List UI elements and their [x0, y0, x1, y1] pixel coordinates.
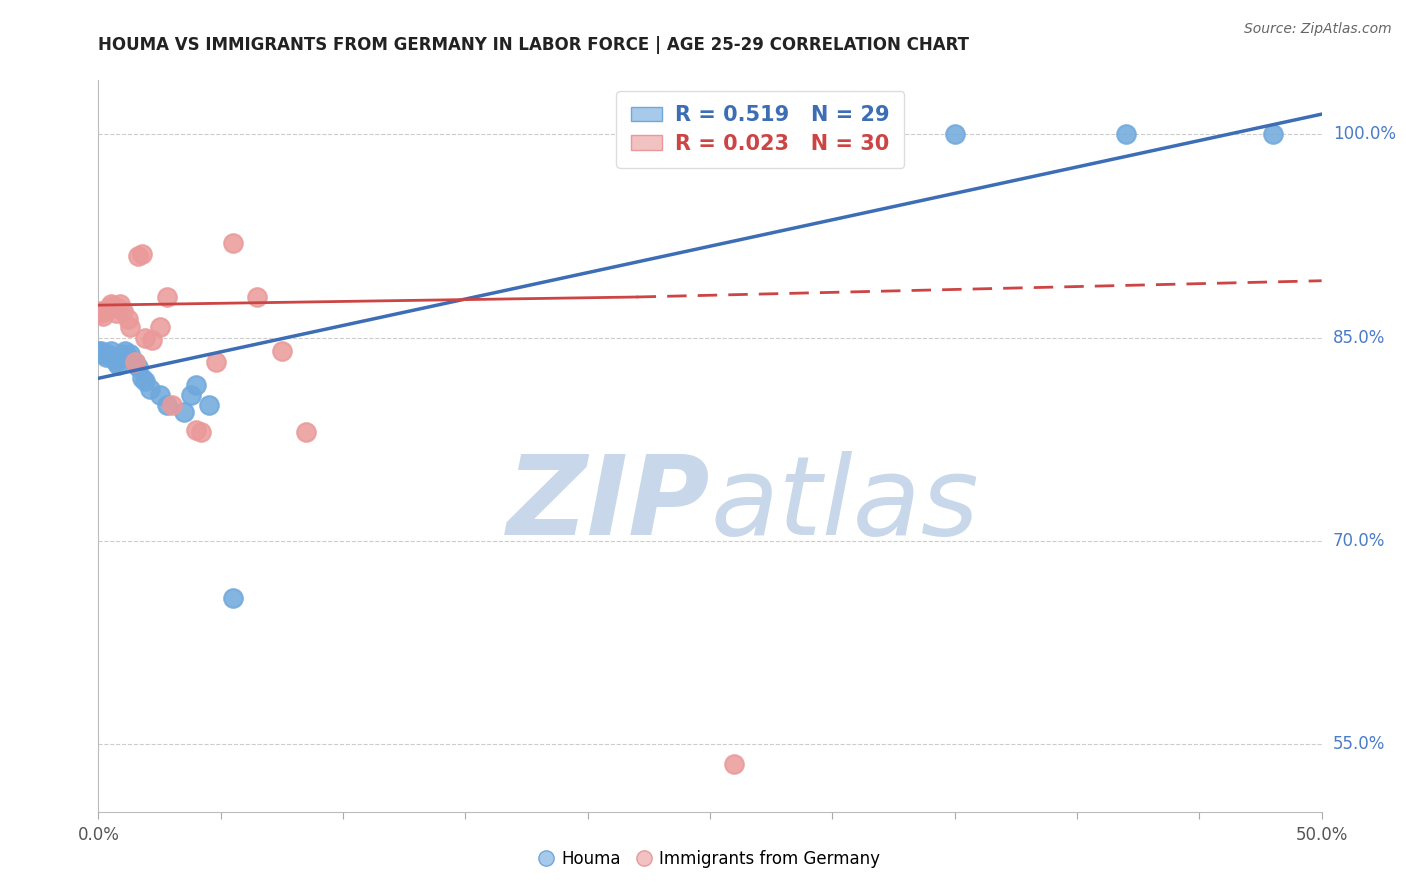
Point	[97, 347, 120, 361]
Point	[222, 235, 245, 250]
Point	[205, 355, 228, 369]
Point	[967, 818, 990, 832]
Point	[723, 757, 745, 772]
Point	[1115, 128, 1137, 142]
Text: HOUMA VS IMMIGRANTS FROM GERMANY IN LABOR FORCE | AGE 25-29 CORRELATION CHART: HOUMA VS IMMIGRANTS FROM GERMANY IN LABO…	[98, 36, 969, 54]
Point	[100, 297, 122, 311]
Point	[111, 347, 134, 361]
Point	[246, 290, 269, 304]
Point	[127, 249, 149, 263]
Point	[134, 374, 156, 388]
Point	[186, 378, 208, 392]
Text: atlas: atlas	[710, 451, 979, 558]
Point	[94, 303, 117, 318]
Point	[149, 387, 172, 401]
Text: Source: ZipAtlas.com: Source: ZipAtlas.com	[1244, 22, 1392, 37]
Point	[91, 309, 114, 323]
Point	[222, 591, 245, 605]
Text: ZIP: ZIP	[506, 451, 710, 558]
Point	[104, 355, 127, 369]
Point	[114, 344, 136, 359]
Point	[97, 301, 120, 315]
Point	[94, 350, 117, 364]
Point	[107, 301, 129, 315]
Point	[87, 303, 110, 318]
Point	[101, 351, 124, 365]
Point	[124, 355, 146, 369]
Point	[120, 347, 142, 361]
Point	[127, 360, 149, 375]
Legend: Houma, Immigrants from Germany: Houma, Immigrants from Germany	[531, 842, 889, 877]
Text: 70.0%: 70.0%	[1333, 532, 1385, 549]
Point	[156, 290, 179, 304]
Point	[91, 347, 114, 361]
Point	[186, 423, 208, 437]
Point	[107, 358, 129, 372]
Point	[117, 311, 139, 326]
Point	[180, 387, 202, 401]
Point	[295, 425, 318, 440]
Text: 85.0%: 85.0%	[1333, 328, 1385, 347]
Point	[173, 405, 195, 419]
Point	[101, 300, 124, 314]
Point	[141, 334, 163, 348]
Text: 55.0%: 55.0%	[1333, 735, 1385, 753]
Point	[131, 246, 153, 260]
Point	[160, 398, 183, 412]
Point	[87, 344, 110, 359]
Point	[943, 128, 966, 142]
Point	[131, 371, 153, 385]
Point	[120, 319, 142, 334]
Point	[134, 331, 156, 345]
Point	[90, 306, 112, 320]
Point	[111, 303, 134, 318]
Point	[190, 425, 212, 440]
Text: 100.0%: 100.0%	[1333, 126, 1396, 144]
Point	[156, 398, 179, 412]
Point	[100, 344, 122, 359]
Point	[270, 344, 294, 359]
Point	[110, 351, 132, 365]
Point	[197, 398, 219, 412]
Point	[139, 382, 162, 396]
Point	[90, 344, 112, 359]
Point	[124, 355, 146, 369]
Point	[117, 350, 139, 364]
Point	[104, 306, 127, 320]
Point	[1261, 128, 1284, 142]
Point	[149, 319, 172, 334]
Point	[110, 297, 132, 311]
